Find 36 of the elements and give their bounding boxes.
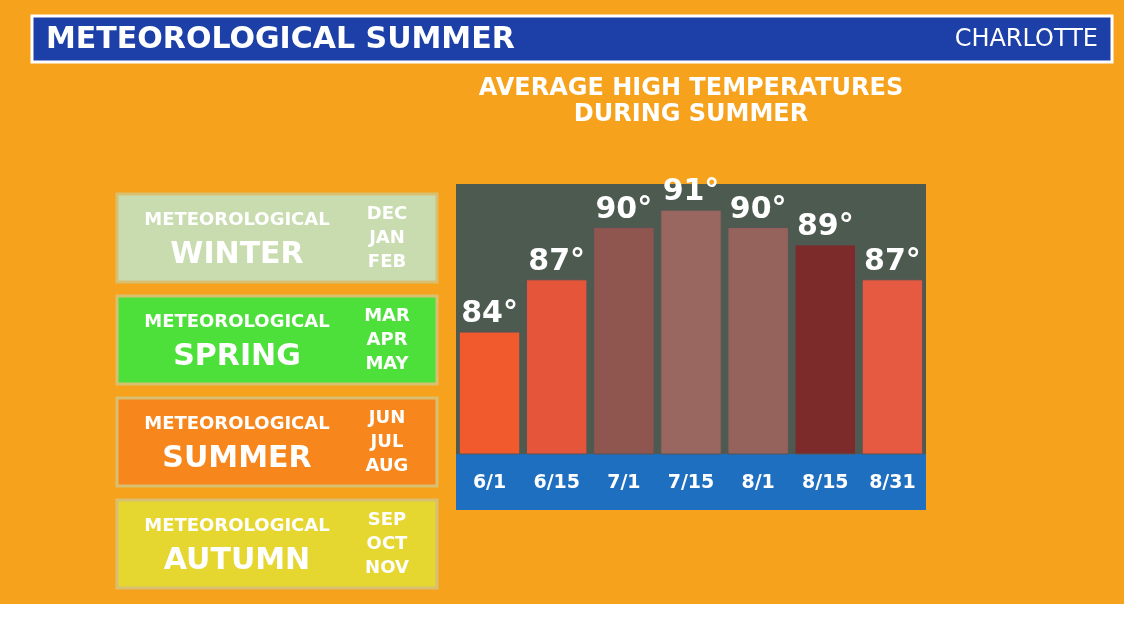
text: MAY	[365, 352, 410, 373]
text: METEOROLOGICAL	[144, 310, 330, 331]
x-tick-label: 6/1	[472, 469, 507, 492]
text: APR	[366, 328, 408, 349]
data-label: 84°	[461, 294, 518, 330]
x-tick-label: 8/31	[869, 469, 916, 492]
text: AUTUMN	[163, 541, 311, 576]
text: SUMMER	[162, 439, 312, 474]
x-tick-label: 7/1	[607, 469, 641, 492]
text: MAR	[364, 304, 410, 325]
text: JUL	[368, 430, 404, 451]
data-label: 87°	[864, 241, 921, 277]
text: SEP	[367, 508, 407, 529]
text: METEOROLOGICAL	[144, 412, 330, 433]
data-label: 90°	[729, 189, 787, 225]
text: FEB	[367, 250, 407, 271]
chart-title: AVERAGE HIGH TEMPERATURES DURING SUMMER	[478, 73, 904, 128]
data-label: 87°	[528, 241, 586, 277]
x-tick-label: 6/15	[533, 469, 581, 492]
text: METEOROLOGICAL	[144, 514, 330, 535]
x-tick-label: 7/15	[667, 469, 715, 492]
x-tick-label: 8/15	[801, 469, 849, 492]
data-label: 90°	[595, 189, 653, 225]
text: NOV	[365, 556, 409, 577]
data-label: 89°	[796, 206, 854, 242]
text: JUN	[366, 406, 406, 427]
text: CHARLOTTE	[954, 24, 1098, 52]
text: METEOROLOGICAL SUMMER	[46, 20, 515, 55]
text: SPRING	[173, 337, 301, 372]
text: AUG	[365, 454, 409, 475]
text: OCT	[366, 532, 409, 553]
text: METEOROLOGICAL	[144, 208, 330, 229]
text: WINTER	[170, 235, 304, 270]
text: DEC	[366, 202, 408, 223]
text: JAN	[367, 226, 405, 247]
x-tick-label: 8/1	[741, 469, 775, 492]
